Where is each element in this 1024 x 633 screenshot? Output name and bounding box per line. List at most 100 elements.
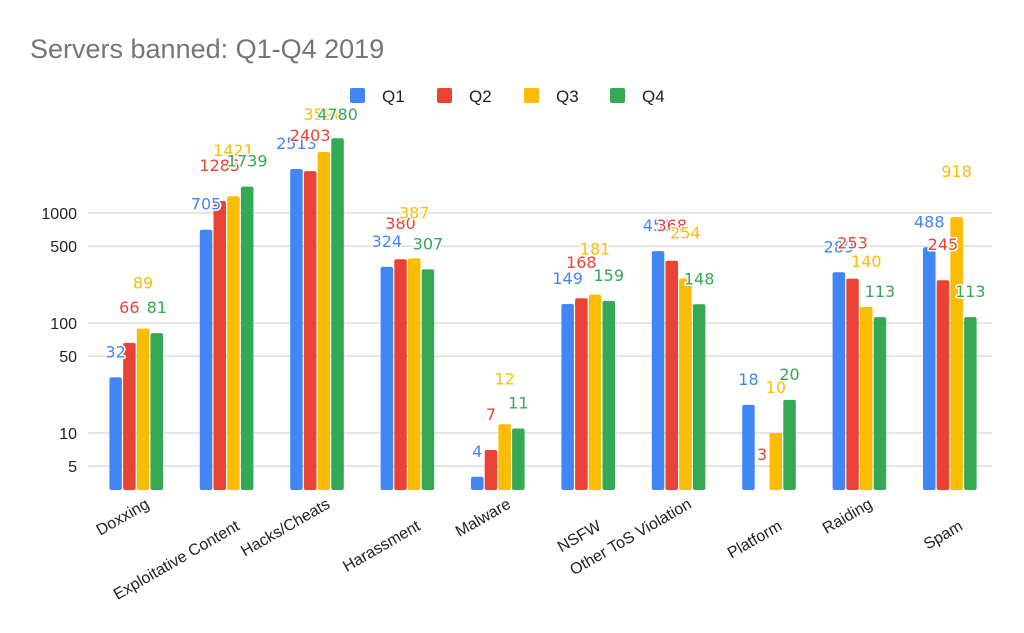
bar-hacks-cheats-q1 bbox=[290, 168, 303, 490]
bar-raiding-q2 bbox=[846, 278, 859, 490]
data-label-spam-q4: 113 bbox=[955, 282, 986, 301]
data-label-other-tos-violation-q1: 450 bbox=[643, 216, 674, 235]
legend-label-q4: Q4 bbox=[642, 87, 665, 106]
x-category-label-platform: Platform bbox=[725, 518, 785, 563]
legend: Q1 Q2 Q3 Q4 bbox=[350, 87, 665, 106]
x-category-label-harassment: Harassment bbox=[340, 517, 424, 575]
bar-doxxing-q4 bbox=[150, 333, 163, 490]
data-label-harassment-q1: 324 bbox=[372, 232, 403, 251]
x-category-label-malware: Malware bbox=[453, 496, 514, 541]
data-label-exploitative-content-q2: 1285 bbox=[199, 156, 240, 175]
legend-swatch-q4 bbox=[610, 88, 625, 103]
data-label-platform-q1: 18 bbox=[738, 370, 758, 389]
bars bbox=[109, 138, 977, 491]
data-label-other-tos-violation-q4: 148 bbox=[684, 269, 715, 288]
bar-doxxing-q1 bbox=[109, 377, 122, 490]
data-label-doxxing-q3: 89 bbox=[133, 274, 153, 293]
bar-malware-q3 bbox=[498, 424, 511, 490]
data-label-exploitative-content-q3: 1421 bbox=[213, 141, 254, 160]
bar-malware-q1 bbox=[471, 476, 484, 490]
legend-swatch-q2 bbox=[437, 88, 452, 103]
bar-nsfw-q1 bbox=[561, 303, 574, 490]
data-label-malware-q3: 12 bbox=[494, 369, 514, 388]
y-axis-ticks: 5 10 50 100 500 1000 bbox=[41, 206, 77, 476]
data-label-hacks-cheats-q2: 2403 bbox=[290, 126, 331, 145]
bar-other-tos-violation-q2 bbox=[665, 260, 678, 490]
bar-harassment-q2 bbox=[394, 259, 407, 490]
x-category-label-hacks-cheats: Hacks/Cheats bbox=[238, 496, 333, 561]
data-label-harassment-q3: 387 bbox=[399, 203, 430, 222]
x-category-label-raiding: Raiding bbox=[820, 496, 875, 538]
data-label-other-tos-violation-q3: 254 bbox=[670, 223, 701, 242]
y-tick-label-50: 50 bbox=[59, 349, 77, 366]
data-label-spam-q3: 918 bbox=[941, 162, 972, 181]
legend-label-q3: Q3 bbox=[556, 87, 579, 106]
chart-title: Servers banned: Q1-Q4 2019 bbox=[30, 34, 384, 64]
bar-spam-q2 bbox=[936, 280, 950, 490]
data-label-nsfw-q4: 159 bbox=[593, 266, 624, 285]
bar-hacks-cheats-q2 bbox=[303, 171, 317, 491]
legend-swatch-q3 bbox=[524, 88, 539, 103]
y-tick-label-5: 5 bbox=[68, 459, 77, 476]
bar-raiding-q4 bbox=[873, 317, 887, 490]
y-tick-label-100: 100 bbox=[50, 316, 77, 333]
bar-exploitative-content-q2 bbox=[213, 201, 226, 490]
bar-other-tos-violation-q4 bbox=[692, 304, 706, 490]
data-label-nsfw-q2: 168 bbox=[566, 253, 597, 272]
bar-nsfw-q4 bbox=[602, 300, 615, 490]
bar-spam-q3 bbox=[950, 217, 963, 490]
bar-doxxing-q2 bbox=[123, 342, 136, 490]
legend-label-q1: Q1 bbox=[382, 87, 405, 106]
data-label-platform-q4: 20 bbox=[779, 365, 799, 384]
data-label-raiding-q3: 140 bbox=[851, 252, 882, 271]
data-label-nsfw-q1: 149 bbox=[552, 269, 583, 288]
bar-platform-q4 bbox=[783, 399, 796, 490]
bar-nsfw-q3 bbox=[588, 294, 602, 490]
data-label-nsfw-q3: 181 bbox=[580, 240, 611, 259]
bar-platform-q1 bbox=[742, 404, 755, 490]
data-label-platform-q2: 3 bbox=[757, 445, 767, 464]
x-category-label-exploitative-content: Exploitative Content bbox=[111, 517, 243, 603]
data-label-spam-q1: 488 bbox=[914, 212, 945, 231]
data-label-exploitative-content-q1: 705 bbox=[191, 195, 222, 214]
data-label-hacks-cheats-q4: 4780 bbox=[317, 105, 358, 124]
bar-malware-q2 bbox=[484, 450, 498, 490]
data-label-spam-q2: 245 bbox=[928, 235, 959, 254]
data-label-malware-q2: 7 bbox=[486, 405, 496, 424]
bar-other-tos-violation-q3 bbox=[679, 278, 692, 490]
bar-malware-q4 bbox=[512, 428, 525, 490]
bar-harassment-q1 bbox=[380, 266, 394, 490]
data-label-malware-q1: 4 bbox=[472, 442, 482, 461]
legend-label-q2: Q2 bbox=[469, 87, 492, 106]
data-label-exploitative-content-q4: 1739 bbox=[227, 152, 268, 171]
bar-harassment-q3 bbox=[408, 258, 421, 490]
bar-spam-q1 bbox=[923, 247, 936, 490]
bar-hacks-cheats-q4 bbox=[331, 138, 344, 490]
y-tick-label-500: 500 bbox=[50, 239, 77, 256]
data-label-raiding-q2: 253 bbox=[837, 234, 868, 253]
bar-raiding-q1 bbox=[832, 272, 846, 490]
data-label-other-tos-violation-q2: 368 bbox=[656, 216, 687, 235]
bar-raiding-q3 bbox=[860, 306, 873, 490]
bar-spam-q4 bbox=[964, 317, 977, 490]
bar-exploitative-content-q4 bbox=[240, 186, 254, 490]
bar-nsfw-q2 bbox=[575, 298, 588, 490]
data-label-doxxing-q2: 66 bbox=[119, 298, 139, 317]
bar-exploitative-content-q1 bbox=[199, 229, 213, 490]
bar-hacks-cheats-q3 bbox=[317, 151, 331, 490]
data-label-doxxing-q4: 81 bbox=[147, 298, 167, 317]
x-category-label-spam: Spam bbox=[921, 518, 966, 554]
data-label-raiding-q4: 113 bbox=[865, 282, 896, 301]
data-label-hacks-cheats-q1: 2513 bbox=[276, 134, 317, 153]
data-label-platform-q3: 10 bbox=[766, 378, 786, 397]
data-label-hacks-cheats-q3: 3590 bbox=[303, 105, 344, 124]
bar-harassment-q4 bbox=[421, 269, 435, 490]
y-tick-label-10: 10 bbox=[59, 426, 77, 443]
bar-other-tos-violation-q1 bbox=[651, 251, 665, 490]
data-label-malware-q4: 11 bbox=[508, 393, 528, 412]
legend-swatch-q1 bbox=[350, 88, 365, 103]
data-label-raiding-q1: 289 bbox=[824, 237, 855, 256]
x-category-label-doxxing: Doxxing bbox=[94, 496, 153, 540]
